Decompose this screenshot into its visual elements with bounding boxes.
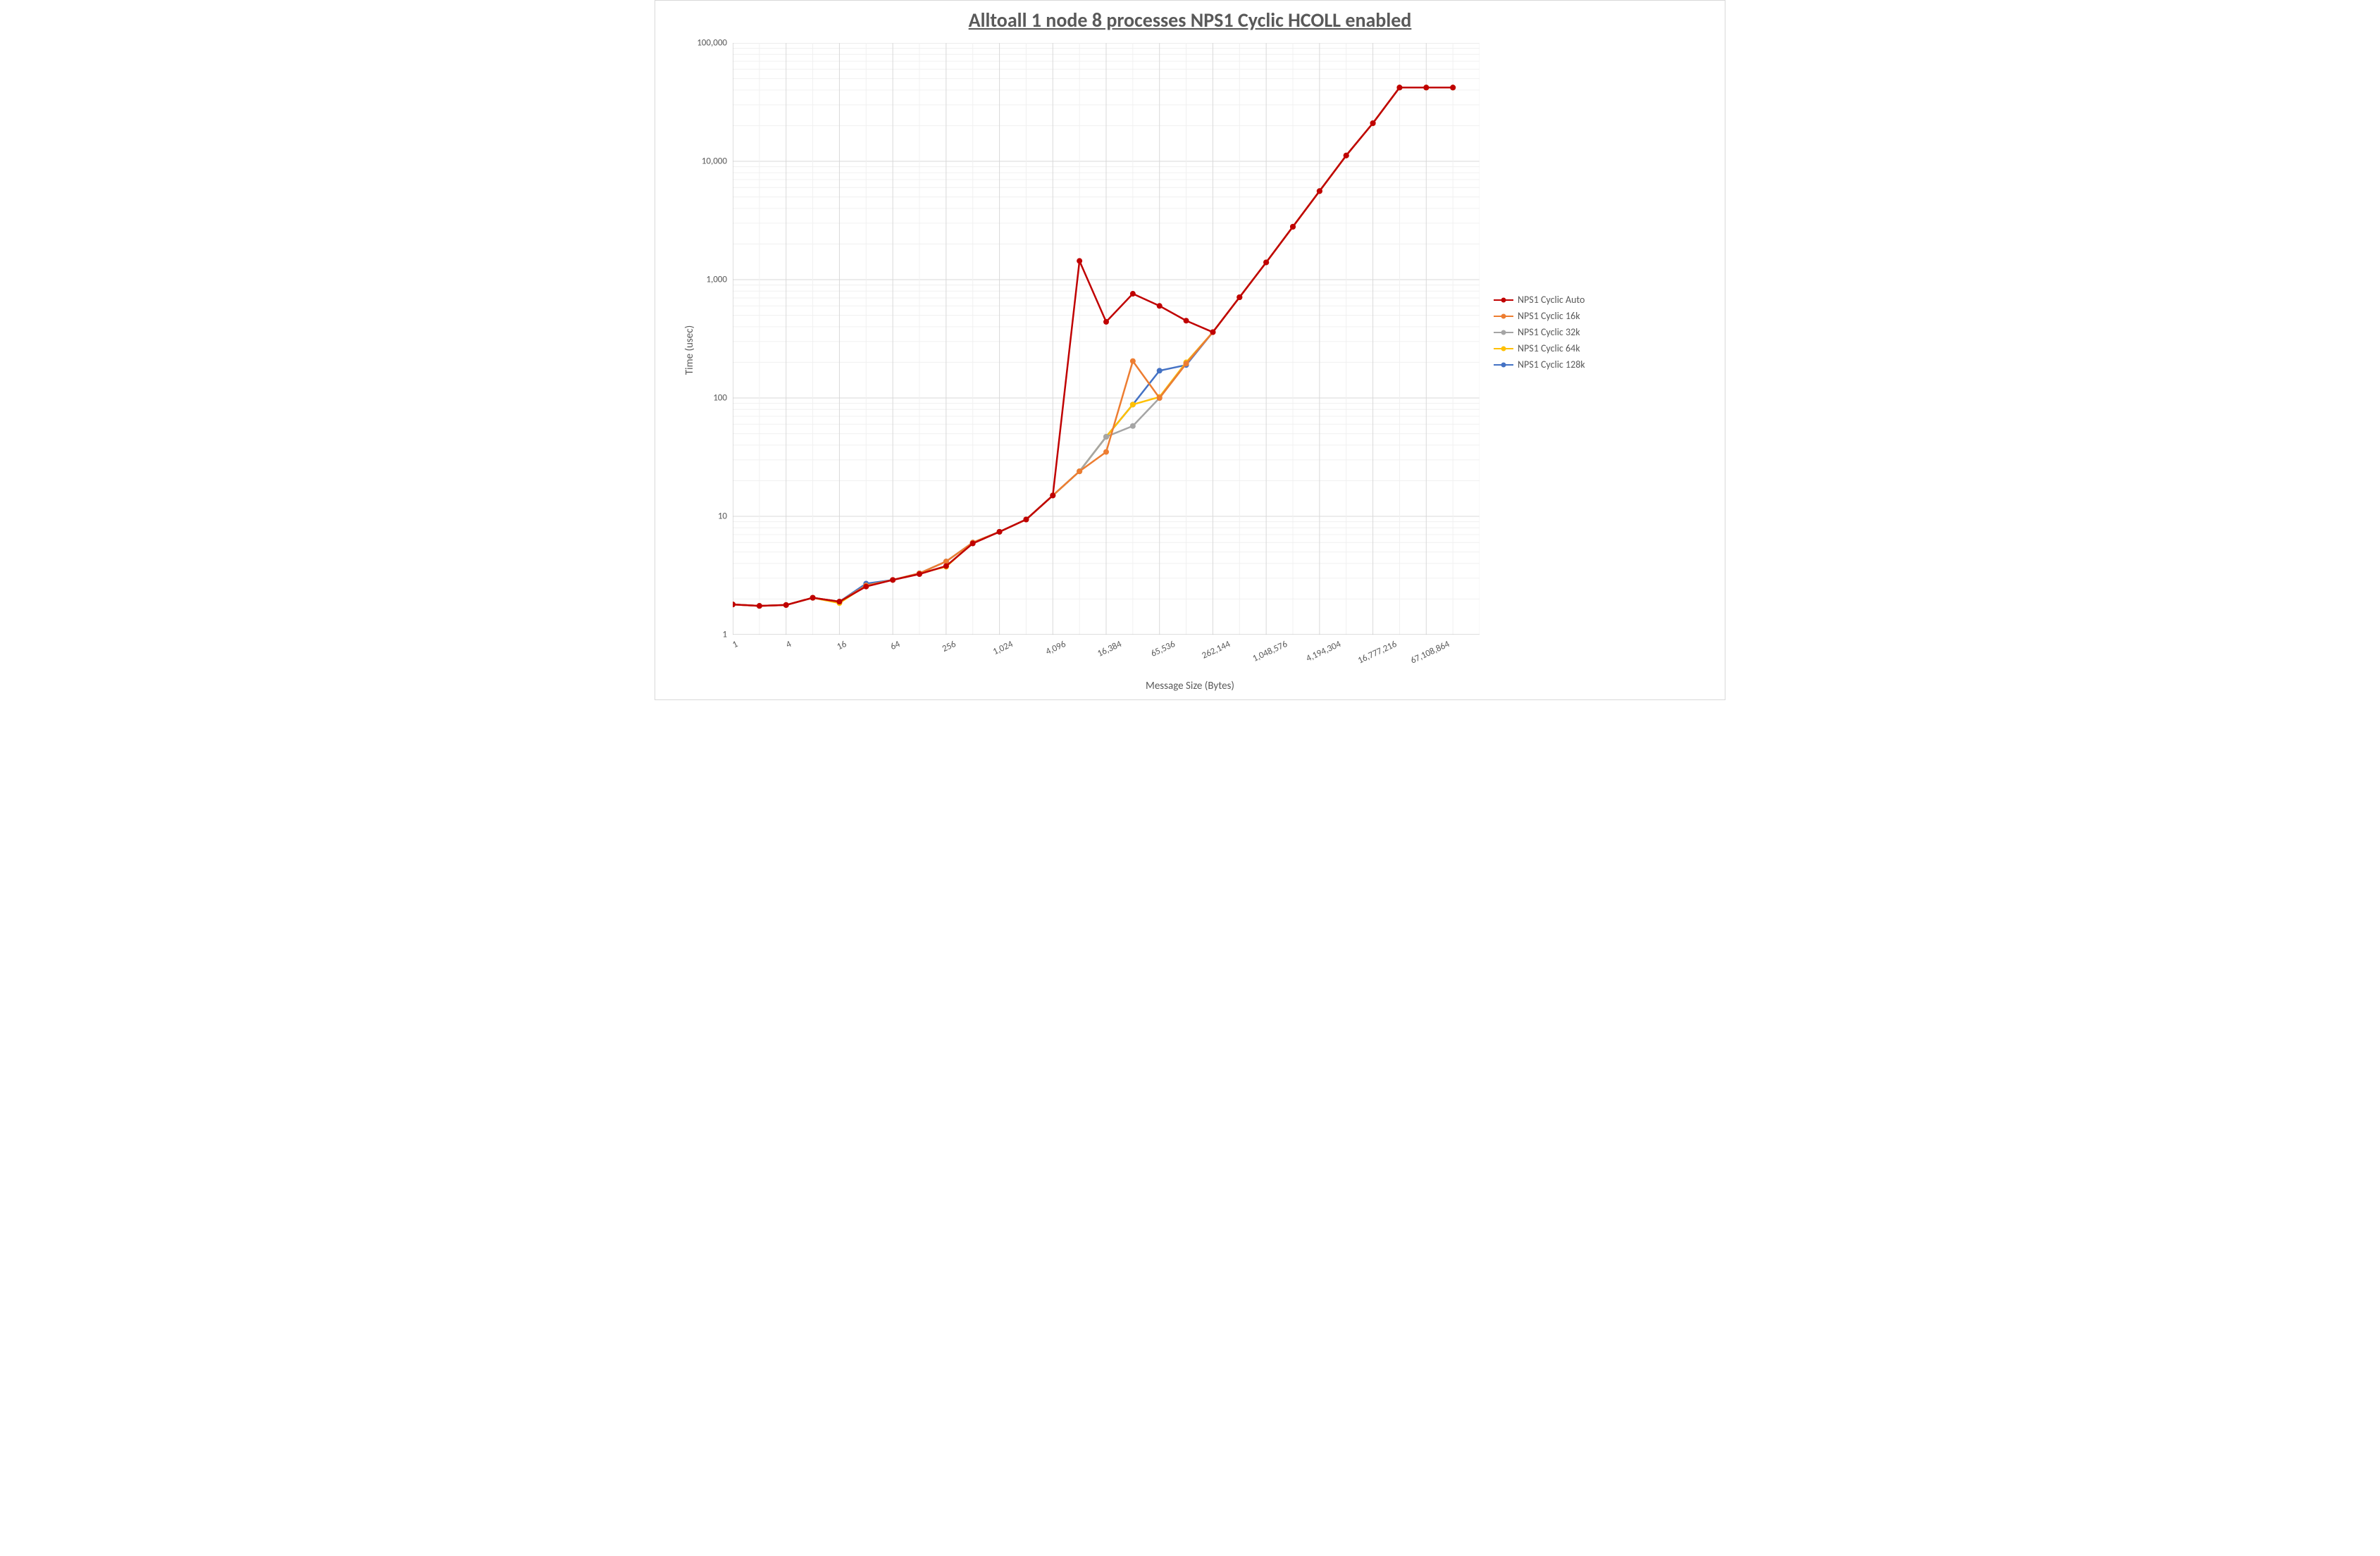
legend-marker-icon (1501, 297, 1506, 302)
series-marker (1157, 368, 1163, 373)
legend-item: NPS1 Cyclic 16k (1494, 310, 1585, 322)
legend-marker-icon (1501, 346, 1506, 351)
series-marker (1050, 492, 1055, 498)
series-line (733, 87, 1453, 606)
legend-label: NPS1 Cyclic 64k (1518, 342, 1580, 354)
legend-item: NPS1 Cyclic 64k (1494, 342, 1585, 354)
series-marker (997, 529, 1003, 535)
series-marker (1237, 294, 1242, 300)
series-marker (1263, 259, 1269, 265)
legend-label: NPS1 Cyclic 16k (1518, 310, 1580, 322)
series-line (733, 87, 1453, 606)
x-tick-label: 64 (889, 639, 902, 652)
plot-area: 1101001,00010,000100,0001416642561,0244,… (733, 43, 1480, 635)
series-marker (836, 599, 842, 604)
x-tick-label: 4,194,304 (1304, 639, 1342, 664)
x-tick-label: 1 (731, 639, 739, 650)
series-marker (757, 603, 762, 609)
series-marker (970, 540, 976, 546)
legend-swatch (1494, 332, 1513, 333)
series-marker (1130, 359, 1136, 364)
legend-item: NPS1 Cyclic 32k (1494, 326, 1585, 338)
series-marker (1103, 434, 1109, 440)
series-marker (1290, 224, 1296, 230)
x-tick-label: 262,144 (1201, 639, 1232, 661)
series-marker (1184, 318, 1189, 323)
series-marker (1157, 395, 1163, 401)
chart-title: Alltoall 1 node 8 processes NPS1 Cyclic … (655, 8, 1725, 32)
x-tick-label: 65,536 (1149, 639, 1177, 659)
plot-svg (733, 43, 1480, 635)
legend-marker-icon (1501, 330, 1506, 335)
series-marker (1130, 291, 1136, 297)
series-marker (1023, 517, 1029, 523)
x-tick-label: 16,777,216 (1356, 639, 1399, 666)
series-marker (1130, 402, 1136, 407)
series-marker (810, 595, 816, 601)
series-line (733, 87, 1453, 606)
series-marker (1396, 85, 1402, 90)
series-marker (1450, 85, 1456, 90)
series-marker (1157, 303, 1163, 309)
x-tick-label: 16 (836, 639, 848, 652)
series-marker (783, 602, 789, 608)
legend-swatch (1494, 299, 1513, 301)
x-tick-label: 1,048,576 (1251, 639, 1289, 664)
y-tick-label: 10 (718, 511, 727, 522)
legend-swatch (1494, 316, 1513, 317)
series-marker (863, 584, 869, 590)
legend-swatch (1494, 348, 1513, 349)
series-marker (733, 602, 736, 607)
series-marker (1103, 319, 1109, 325)
y-tick-label: 10,000 (702, 156, 727, 167)
x-tick-label: 1,024 (991, 639, 1015, 657)
series-marker (1317, 188, 1322, 194)
legend-label: NPS1 Cyclic 32k (1518, 326, 1580, 338)
series-marker (917, 571, 922, 577)
series-marker (890, 577, 895, 583)
series-marker (1423, 85, 1429, 90)
x-tick-label: 16,384 (1096, 639, 1123, 659)
series-marker (1184, 361, 1189, 366)
series-line (733, 87, 1453, 606)
x-axis-label: Message Size (Bytes) (655, 680, 1725, 692)
series-marker (943, 564, 949, 569)
x-tick-label: 4 (784, 639, 793, 650)
series-marker (1130, 423, 1136, 429)
legend-label: NPS1 Cyclic 128k (1518, 359, 1585, 371)
y-tick-label: 100,000 (697, 38, 727, 49)
chart-container: Alltoall 1 node 8 processes NPS1 Cyclic … (655, 0, 1725, 700)
y-tick-label: 1,000 (706, 275, 727, 285)
x-tick-label: 256 (941, 639, 957, 654)
x-tick-label: 4,096 (1044, 639, 1067, 657)
series-marker (1344, 153, 1349, 158)
legend-swatch (1494, 364, 1513, 366)
legend-marker-icon (1501, 362, 1506, 367)
series-marker (1370, 120, 1376, 126)
series-marker (1077, 468, 1082, 474)
legend-item: NPS1 Cyclic 128k (1494, 359, 1585, 371)
legend-marker-icon (1501, 313, 1506, 318)
series-line (733, 87, 1453, 606)
series-marker (1077, 258, 1082, 263)
series-marker (1210, 330, 1215, 335)
x-tick-label: 67,108,864 (1409, 639, 1451, 666)
legend-label: NPS1 Cyclic Auto (1518, 294, 1585, 306)
legend: NPS1 Cyclic Auto NPS1 Cyclic 16k NPS1 Cycl… (1494, 290, 1585, 375)
y-axis-label: Time (usec) (683, 325, 696, 375)
y-tick-label: 100 (713, 393, 727, 404)
legend-item: NPS1 Cyclic Auto (1494, 294, 1585, 306)
y-tick-label: 1 (722, 630, 727, 640)
series-marker (1103, 449, 1109, 455)
